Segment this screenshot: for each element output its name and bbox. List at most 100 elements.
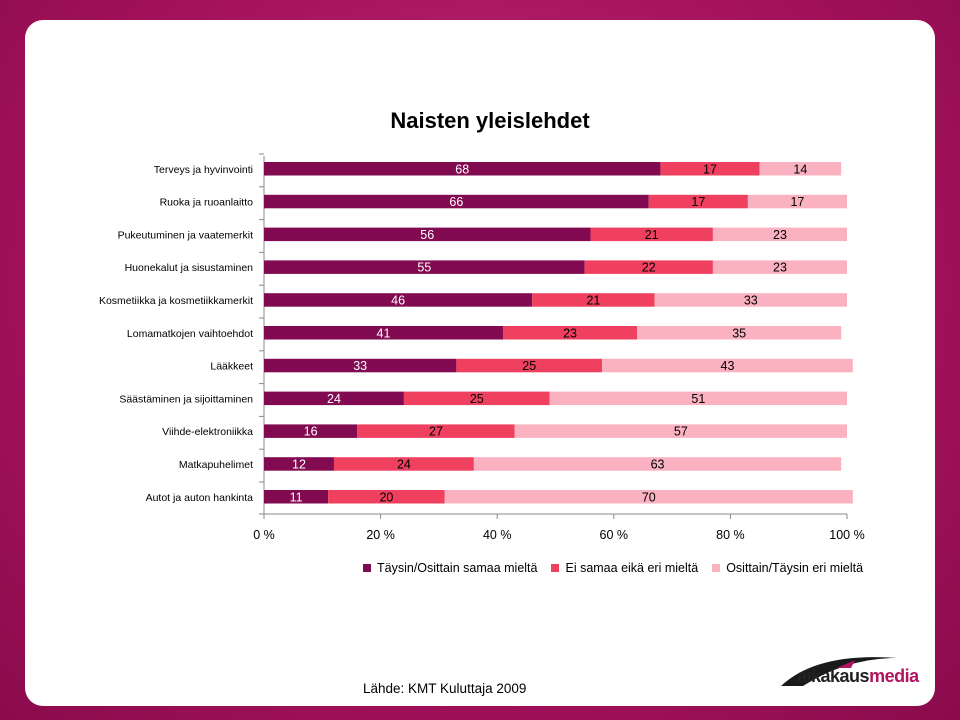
data-label: 24 [397, 457, 411, 471]
legend-swatch-neutral [551, 564, 560, 572]
bar-segment [514, 424, 847, 438]
x-tick-label: 20 % [366, 528, 395, 542]
bar-segment [654, 293, 847, 307]
data-label: 23 [773, 228, 787, 242]
bar-segment [747, 194, 847, 209]
category-label: Autot ja auton hankinta [146, 492, 254, 504]
data-label: 25 [470, 392, 484, 406]
data-label: 70 [642, 490, 656, 504]
bar-segment [403, 391, 550, 406]
data-label: 57 [674, 425, 688, 439]
data-label: 21 [586, 293, 600, 307]
bar-segment [264, 293, 533, 307]
bar-segment [264, 490, 329, 504]
legend-label-disagree: Osittain/Täysin eri mieltä [726, 561, 864, 575]
data-label: 55 [417, 261, 431, 275]
bar-segment [264, 326, 504, 340]
x-tick-label: 0 % [253, 528, 275, 542]
data-label: 27 [429, 425, 443, 439]
bar-segment [264, 162, 661, 176]
bar-segment [549, 391, 847, 406]
bar-segment [264, 391, 404, 406]
legend-item-agree: Täysin/Osittain samaa mieltä [363, 561, 537, 575]
category-label: Pukeutuminen ja vaatemerkit [118, 229, 253, 241]
bar-segment [637, 326, 842, 340]
data-label: 56 [420, 228, 434, 242]
data-label: 66 [449, 195, 463, 209]
bar-segment [333, 457, 474, 471]
data-label: 17 [703, 162, 717, 176]
bar-segment [456, 358, 603, 373]
aikakausmedia-logo: aikakausmedia [777, 646, 919, 690]
category-label: Viihde-elektroniikka [162, 426, 253, 438]
legend-swatch-disagree [712, 564, 721, 572]
logo-swoosh-icon [781, 657, 897, 686]
bar-segment [328, 490, 445, 504]
source-note: Lähde: KMT Kuluttaja 2009 [363, 681, 527, 696]
bar-segment [264, 194, 649, 209]
data-label: 11 [290, 490, 303, 504]
data-label: 68 [455, 162, 469, 176]
data-label: 25 [522, 359, 536, 373]
data-label: 16 [304, 425, 318, 439]
data-label: 22 [642, 261, 656, 275]
category-label: Huonekalut ja sisustaminen [125, 262, 254, 274]
x-tick-label: 100 % [829, 528, 864, 542]
bar-segment [264, 424, 358, 438]
data-label: 46 [391, 293, 405, 307]
bar-segment [759, 162, 842, 176]
bar-segment [532, 293, 655, 307]
data-label: 17 [790, 195, 804, 209]
data-label: 20 [379, 490, 393, 504]
data-label: 33 [744, 293, 758, 307]
category-label: Lomamatkojen vaihtoehdot [127, 328, 253, 340]
data-label: 24 [327, 392, 341, 406]
category-label: Säästäminen ja sijoittaminen [119, 393, 253, 405]
x-tick-label: 80 % [716, 528, 745, 542]
bar-segment [712, 227, 847, 242]
logo-text-part1: aikakaus [797, 666, 870, 686]
data-label: 23 [563, 326, 577, 340]
bar-segment [584, 260, 713, 274]
bar-segment [712, 260, 847, 274]
data-label: 51 [691, 392, 705, 406]
legend-label-neutral: Ei samaa eikä eri mieltä [565, 561, 699, 575]
data-label: 17 [691, 195, 705, 209]
data-label: 14 [793, 162, 807, 176]
bar-segment [444, 490, 853, 504]
data-label: 43 [721, 359, 735, 373]
bar-segment [264, 457, 334, 471]
bar-segment [590, 227, 713, 242]
legend-item-neutral: Ei samaa eikä eri mieltä [551, 561, 698, 575]
data-label: 41 [377, 326, 391, 340]
chart-title: Naisten yleislehdet [390, 108, 590, 133]
logo-text-part2: media [869, 666, 919, 686]
bar-segment [264, 358, 457, 373]
bar-segment [648, 194, 748, 209]
data-label: 33 [353, 359, 367, 373]
x-tick-label: 60 % [600, 528, 629, 542]
bar-segment [602, 358, 853, 373]
data-label: 12 [292, 457, 306, 471]
logo-text: aikakausmedia [797, 666, 919, 687]
bar-segment [264, 227, 591, 242]
data-label: 35 [732, 326, 746, 340]
bar-segment [264, 260, 585, 274]
data-label: 21 [645, 228, 659, 242]
data-label: 23 [773, 261, 787, 275]
category-label: Lääkkeet [210, 361, 253, 373]
bar-segment [357, 424, 515, 438]
category-label: Terveys ja hyvinvointi [154, 164, 253, 176]
bar-segment [660, 162, 760, 176]
legend-item-disagree: Osittain/Täysin eri mieltä [712, 561, 863, 575]
category-label: Kosmetiikka ja kosmetiikkamerkit [99, 295, 253, 307]
x-tick-label: 40 % [483, 528, 512, 542]
category-label: Matkapuhelimet [179, 459, 253, 471]
bar-segment [473, 457, 842, 471]
bar-segment [503, 326, 638, 340]
chart-legend: Täysin/Osittain samaa mieltä Ei samaa ei… [363, 561, 863, 575]
data-label: 63 [651, 457, 665, 471]
category-label: Ruoka ja ruoanlaitto [160, 197, 254, 209]
legend-label-agree: Täysin/Osittain samaa mieltä [377, 561, 538, 575]
